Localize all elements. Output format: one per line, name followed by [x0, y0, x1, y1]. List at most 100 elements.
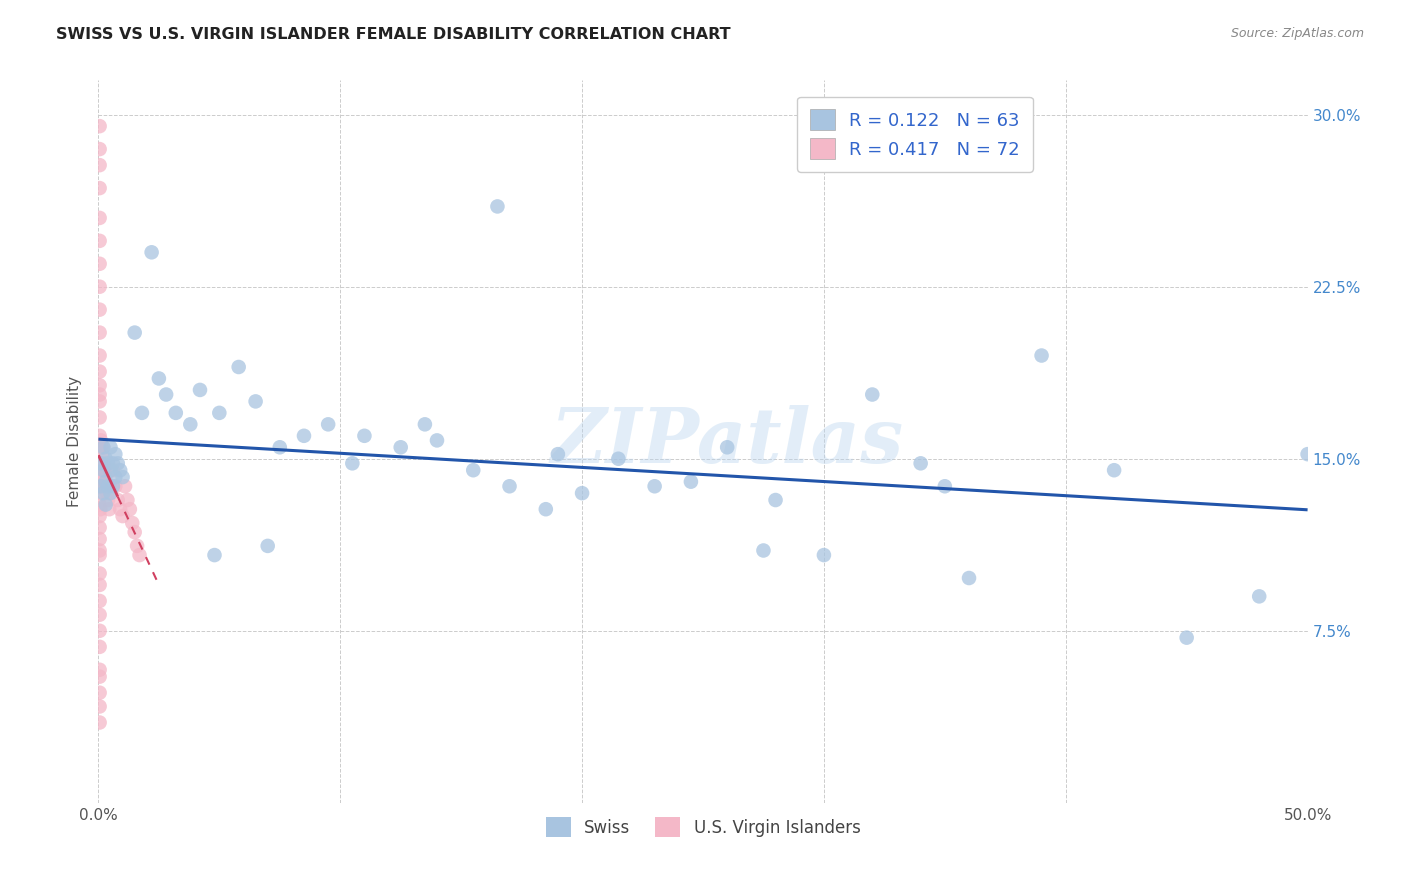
- Point: [269, 440, 291, 454]
- Point: [571, 486, 593, 500]
- Point: [426, 434, 449, 448]
- Point: [1296, 447, 1319, 461]
- Point: [97, 479, 120, 493]
- Point: [91, 456, 114, 470]
- Point: [89, 279, 111, 293]
- Point: [118, 502, 141, 516]
- Point: [204, 548, 226, 562]
- Point: [716, 440, 738, 454]
- Point: [94, 479, 117, 493]
- Point: [89, 410, 111, 425]
- Point: [1102, 463, 1125, 477]
- Point: [90, 440, 112, 454]
- Point: [1175, 631, 1198, 645]
- Point: [101, 456, 124, 470]
- Point: [1249, 590, 1271, 604]
- Point: [89, 486, 111, 500]
- Point: [89, 394, 111, 409]
- Point: [100, 479, 122, 493]
- Point: [89, 663, 111, 677]
- Point: [934, 479, 956, 493]
- Point: [188, 383, 211, 397]
- Point: [94, 470, 117, 484]
- Point: [89, 640, 111, 654]
- Point: [108, 463, 131, 477]
- Point: [89, 365, 111, 379]
- Text: Source: ZipAtlas.com: Source: ZipAtlas.com: [1230, 27, 1364, 40]
- Point: [165, 406, 187, 420]
- Point: [104, 470, 127, 484]
- Text: SWISS VS U.S. VIRGIN ISLANDER FEMALE DISABILITY CORRELATION CHART: SWISS VS U.S. VIRGIN ISLANDER FEMALE DIS…: [56, 27, 731, 42]
- Point: [90, 463, 112, 477]
- Point: [90, 456, 112, 470]
- Point: [89, 326, 111, 340]
- Point: [131, 406, 153, 420]
- Point: [124, 525, 146, 540]
- Point: [245, 394, 267, 409]
- Point: [96, 486, 118, 500]
- Point: [89, 624, 111, 638]
- Point: [97, 493, 120, 508]
- Point: [98, 502, 121, 516]
- Point: [89, 211, 111, 225]
- Point: [292, 429, 315, 443]
- Point: [89, 440, 111, 454]
- Point: [89, 498, 111, 512]
- Point: [97, 456, 120, 470]
- Point: [413, 417, 436, 432]
- Point: [100, 463, 122, 477]
- Point: [121, 516, 143, 530]
- Point: [679, 475, 702, 489]
- Point: [94, 451, 117, 466]
- Point: [89, 670, 111, 684]
- Point: [107, 493, 129, 508]
- Text: ZIPatlas: ZIPatlas: [551, 405, 904, 478]
- Point: [256, 539, 278, 553]
- Point: [316, 417, 339, 432]
- Point: [89, 532, 111, 546]
- Point: [89, 349, 111, 363]
- Point: [89, 234, 111, 248]
- Point: [89, 479, 111, 493]
- Legend: Swiss, U.S. Virgin Islanders: Swiss, U.S. Virgin Islanders: [537, 809, 869, 845]
- Point: [463, 463, 485, 477]
- Point: [89, 181, 111, 195]
- Point: [94, 498, 117, 512]
- Point: [89, 594, 111, 608]
- Point: [101, 463, 124, 477]
- Point: [957, 571, 980, 585]
- Point: [89, 686, 111, 700]
- Point: [93, 463, 115, 477]
- Point: [91, 486, 114, 500]
- Point: [91, 470, 114, 484]
- Point: [342, 456, 364, 470]
- Point: [91, 463, 114, 477]
- Point: [389, 440, 412, 454]
- Point: [100, 486, 122, 500]
- Point: [89, 578, 111, 592]
- Point: [91, 440, 114, 454]
- Point: [89, 543, 111, 558]
- Point: [108, 502, 131, 516]
- Point: [534, 502, 557, 516]
- Point: [90, 434, 112, 448]
- Point: [111, 509, 134, 524]
- Point: [353, 429, 375, 443]
- Point: [89, 520, 111, 534]
- Point: [813, 548, 835, 562]
- Point: [91, 447, 114, 461]
- Point: [89, 502, 111, 516]
- Point: [114, 479, 136, 493]
- Point: [89, 378, 111, 392]
- Point: [117, 493, 139, 508]
- Point: [179, 417, 201, 432]
- Point: [93, 456, 115, 470]
- Point: [91, 463, 114, 477]
- Point: [90, 456, 112, 470]
- Point: [1031, 349, 1053, 363]
- Point: [127, 539, 149, 553]
- Point: [100, 440, 122, 454]
- Point: [155, 387, 177, 401]
- Point: [89, 470, 111, 484]
- Point: [104, 447, 127, 461]
